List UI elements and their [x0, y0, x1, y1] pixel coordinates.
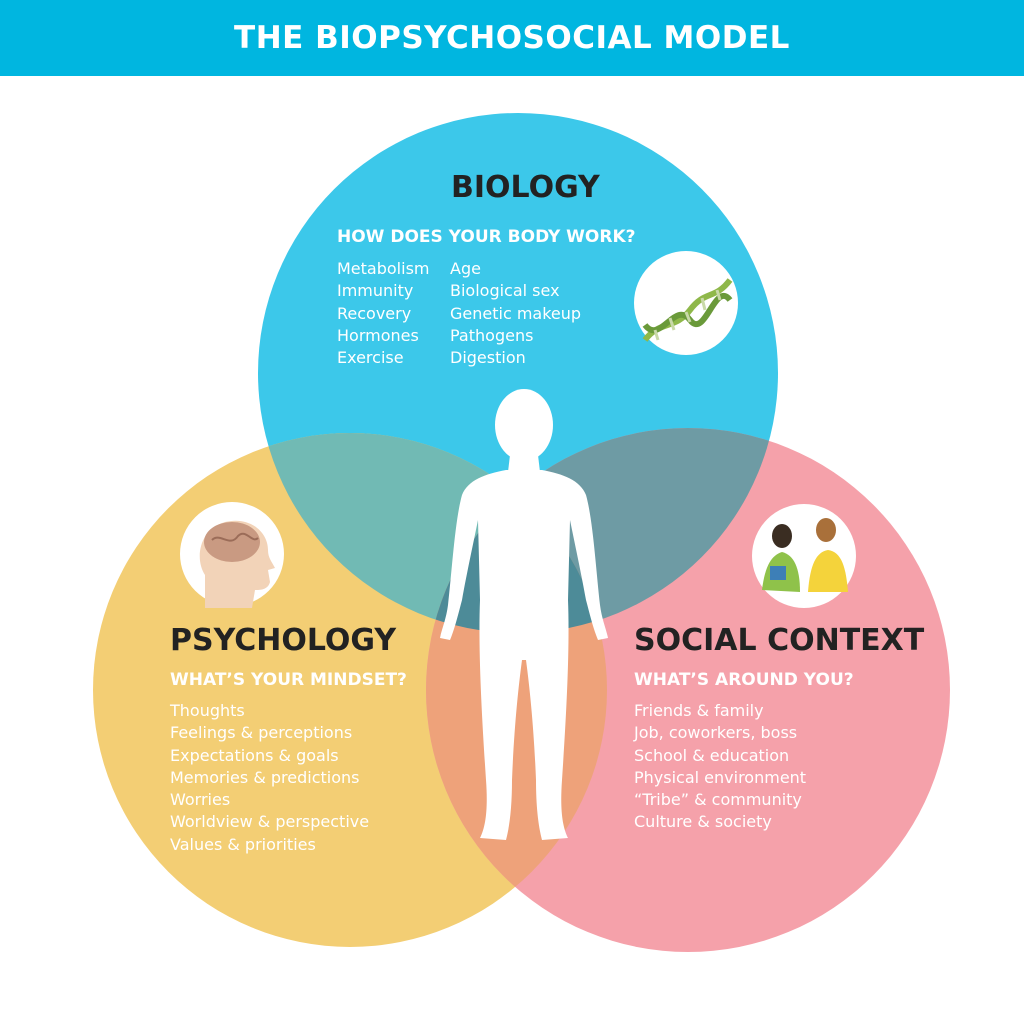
list-item: Digestion	[450, 348, 526, 368]
list-item: Culture & society	[634, 812, 772, 832]
list-item: Feelings & perceptions	[170, 723, 353, 743]
title-bar: THE BIOPSYCHOSOCIAL MODEL	[0, 0, 1024, 76]
biology-question: HOW DOES YOUR BODY WORK?	[337, 227, 636, 247]
list-item: Metabolism	[337, 259, 430, 278]
list-item: “Tribe” & community	[634, 790, 802, 810]
list-item: Immunity	[337, 281, 414, 301]
list-item: Expectations & goals	[170, 745, 339, 765]
social-heading: SOCIAL CONTEXT	[634, 623, 925, 658]
social-list: Friends & family Job, coworkers, boss Sc…	[634, 700, 806, 834]
list-item: Friends & family	[634, 701, 764, 720]
brain-icon	[180, 502, 284, 608]
list-item: Physical environment	[634, 767, 807, 787]
list-item: School & education	[634, 745, 790, 765]
list-item: Age	[450, 259, 481, 278]
list-item: Recovery	[337, 303, 412, 323]
list-item: Worries	[170, 790, 231, 810]
list-item: Job, coworkers, boss	[634, 723, 798, 743]
human-silhouette-icon	[440, 389, 608, 840]
biology-list-left: Metabolism Immunity Recovery Hormones Ex…	[337, 258, 429, 369]
psychology-list: Thoughts Feelings & perceptions Expectat…	[170, 700, 369, 856]
biology-heading: BIOLOGY	[451, 170, 600, 205]
list-item: Genetic makeup	[450, 303, 582, 323]
list-item: Biological sex	[450, 281, 560, 301]
list-item: Hormones	[337, 325, 419, 345]
psychology-heading: PSYCHOLOGY	[170, 623, 397, 658]
dna-icon	[634, 251, 738, 355]
page-title: THE BIOPSYCHOSOCIAL MODEL	[234, 20, 790, 56]
list-item: Thoughts	[170, 701, 245, 720]
list-item: Values & priorities	[170, 834, 316, 854]
biology-list-right: Age Biological sex Genetic makeup Pathog…	[450, 258, 581, 369]
list-item: Worldview & perspective	[170, 812, 370, 832]
list-item: Memories & predictions	[170, 767, 360, 787]
list-item: Pathogens	[450, 325, 534, 345]
psychology-question: WHAT’S YOUR MINDSET?	[170, 670, 407, 690]
list-item: Exercise	[337, 348, 404, 368]
social-question: WHAT’S AROUND YOU?	[634, 670, 854, 690]
people-talking-icon	[752, 504, 856, 608]
